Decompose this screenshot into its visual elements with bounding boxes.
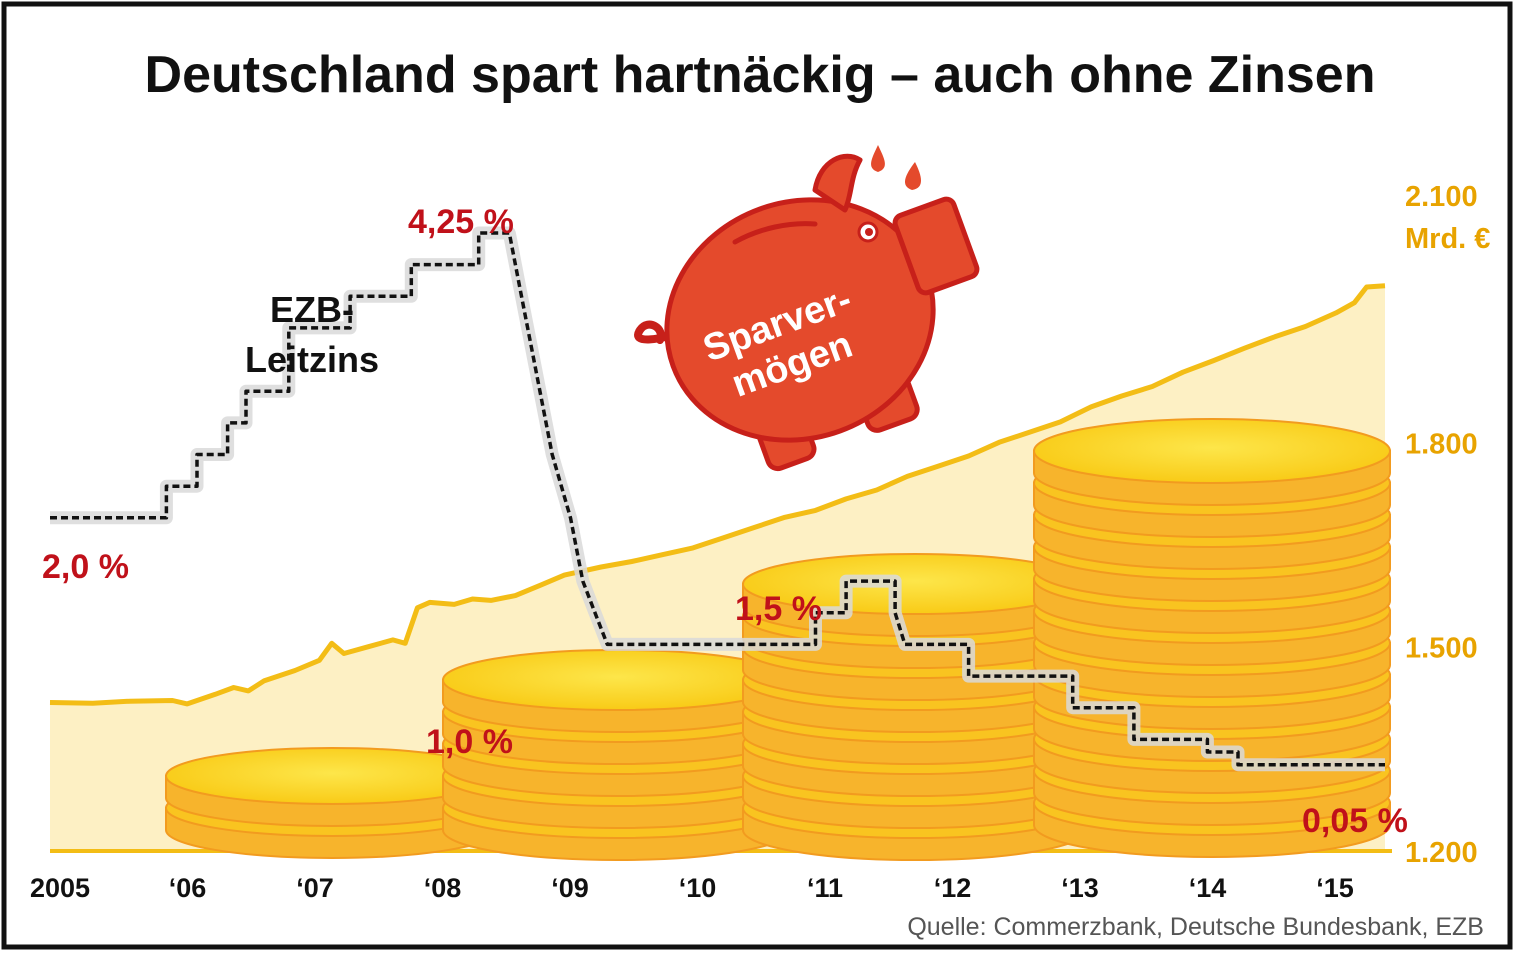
piggy-coin-slot	[732, 221, 818, 245]
piggy-pupil	[865, 228, 873, 236]
coin	[742, 553, 1088, 637]
rate-annotation-2015: 0,05 %	[1302, 802, 1408, 840]
sweat-drop-icon	[871, 145, 885, 172]
ezb-label-line1: EZB-	[270, 289, 354, 330]
y-tick-label: 1.800	[1405, 428, 1478, 460]
y-tick-label: 1.200	[1405, 837, 1478, 869]
coin-stacks	[165, 418, 1391, 861]
x-tick-label: ‘06	[169, 873, 207, 903]
y-axis-right: 1.200 1.500 1.800 2.100	[1405, 181, 1478, 869]
source-note: Quelle: Commerzbank, Deutsche Bundesbank…	[907, 913, 1484, 941]
piggy-snout	[892, 196, 980, 296]
ezb-label-line2: Leitzins	[245, 339, 379, 380]
savings-line	[49, 283, 1386, 707]
sweat-drop-icon	[904, 162, 921, 190]
x-tick-label: ‘12	[934, 873, 972, 903]
x-axis: 2005 ‘06 ‘07 ‘08 ‘09 ‘10 ‘11 ‘12 ‘13 ‘14 ‘15	[30, 873, 1354, 903]
x-tick-label: ‘09	[551, 873, 589, 903]
x-tick-label: ‘07	[296, 873, 334, 903]
x-tick-label: ‘11	[807, 873, 843, 903]
rate-annotation-2005: 2,0 %	[42, 548, 129, 586]
y-axis-unit: Mrd. €	[1405, 223, 1490, 255]
coin	[165, 747, 499, 827]
piggy-ear	[812, 153, 863, 213]
x-tick-label: ‘14	[1189, 873, 1227, 903]
coin	[1033, 418, 1391, 506]
rate-annotation-2011: 1,5 %	[735, 590, 822, 628]
rate-line	[50, 231, 1385, 767]
x-tick-label: ‘08	[424, 873, 462, 903]
x-tick-label: ‘15	[1316, 873, 1354, 903]
rate-annotation-peak: 4,25 %	[408, 203, 514, 241]
y-tick-label: 1.500	[1405, 633, 1478, 665]
y-tick-label: 2.100	[1405, 181, 1478, 213]
piggy-bank: Sparver- mögen	[634, 145, 980, 472]
coin	[442, 649, 792, 733]
chart-title: Deutschland spart hartnäckig – auch ohne…	[145, 46, 1376, 104]
x-tick-label: ‘13	[1061, 873, 1099, 903]
x-tick-label: 2005	[30, 873, 90, 903]
rate-annotation-2009: 1,0 %	[426, 723, 513, 761]
x-tick-label: ‘10	[679, 873, 717, 903]
